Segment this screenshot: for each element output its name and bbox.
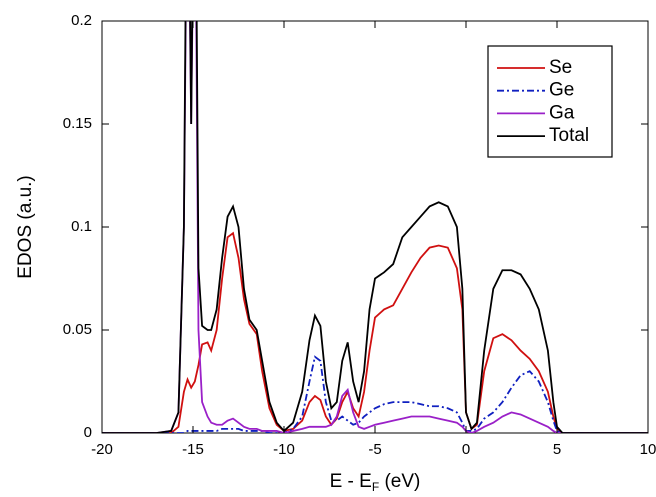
series-line: [102, 21, 648, 433]
x-axis-label: E - EF (eV): [330, 471, 421, 494]
x-tick-label: 10: [640, 441, 656, 458]
y-tick-label: 0.05: [63, 321, 92, 338]
x-axis-label-sub: F: [372, 480, 379, 494]
plot-lines: [102, 21, 648, 433]
y-axis-label: EDOS (a.u.): [15, 175, 36, 278]
x-axis-label-main: E - E: [330, 471, 372, 492]
y-tick-label: 0.2: [71, 12, 92, 29]
y-tick-label: 0.15: [63, 115, 92, 132]
legend-label: Ge: [549, 80, 574, 101]
x-tick-label: -5: [368, 441, 381, 458]
legend-label: Ga: [549, 102, 575, 123]
series-line: [102, 21, 648, 433]
x-axis-label-tail: (eV): [379, 471, 420, 492]
legend-label: Se: [549, 57, 572, 78]
x-tick-label: -20: [91, 441, 113, 458]
legend-label: Total: [549, 125, 589, 146]
x-tick-label: 5: [553, 441, 561, 458]
series-line: [102, 231, 648, 433]
y-tick-label: 0: [84, 424, 92, 441]
x-tick-label: -15: [182, 441, 204, 458]
series-line: [102, 355, 648, 433]
y-tick-label: 0.1: [71, 218, 92, 235]
x-tick-label: 0: [462, 441, 470, 458]
legend-box: [487, 45, 613, 158]
x-tick-label: -10: [273, 441, 295, 458]
